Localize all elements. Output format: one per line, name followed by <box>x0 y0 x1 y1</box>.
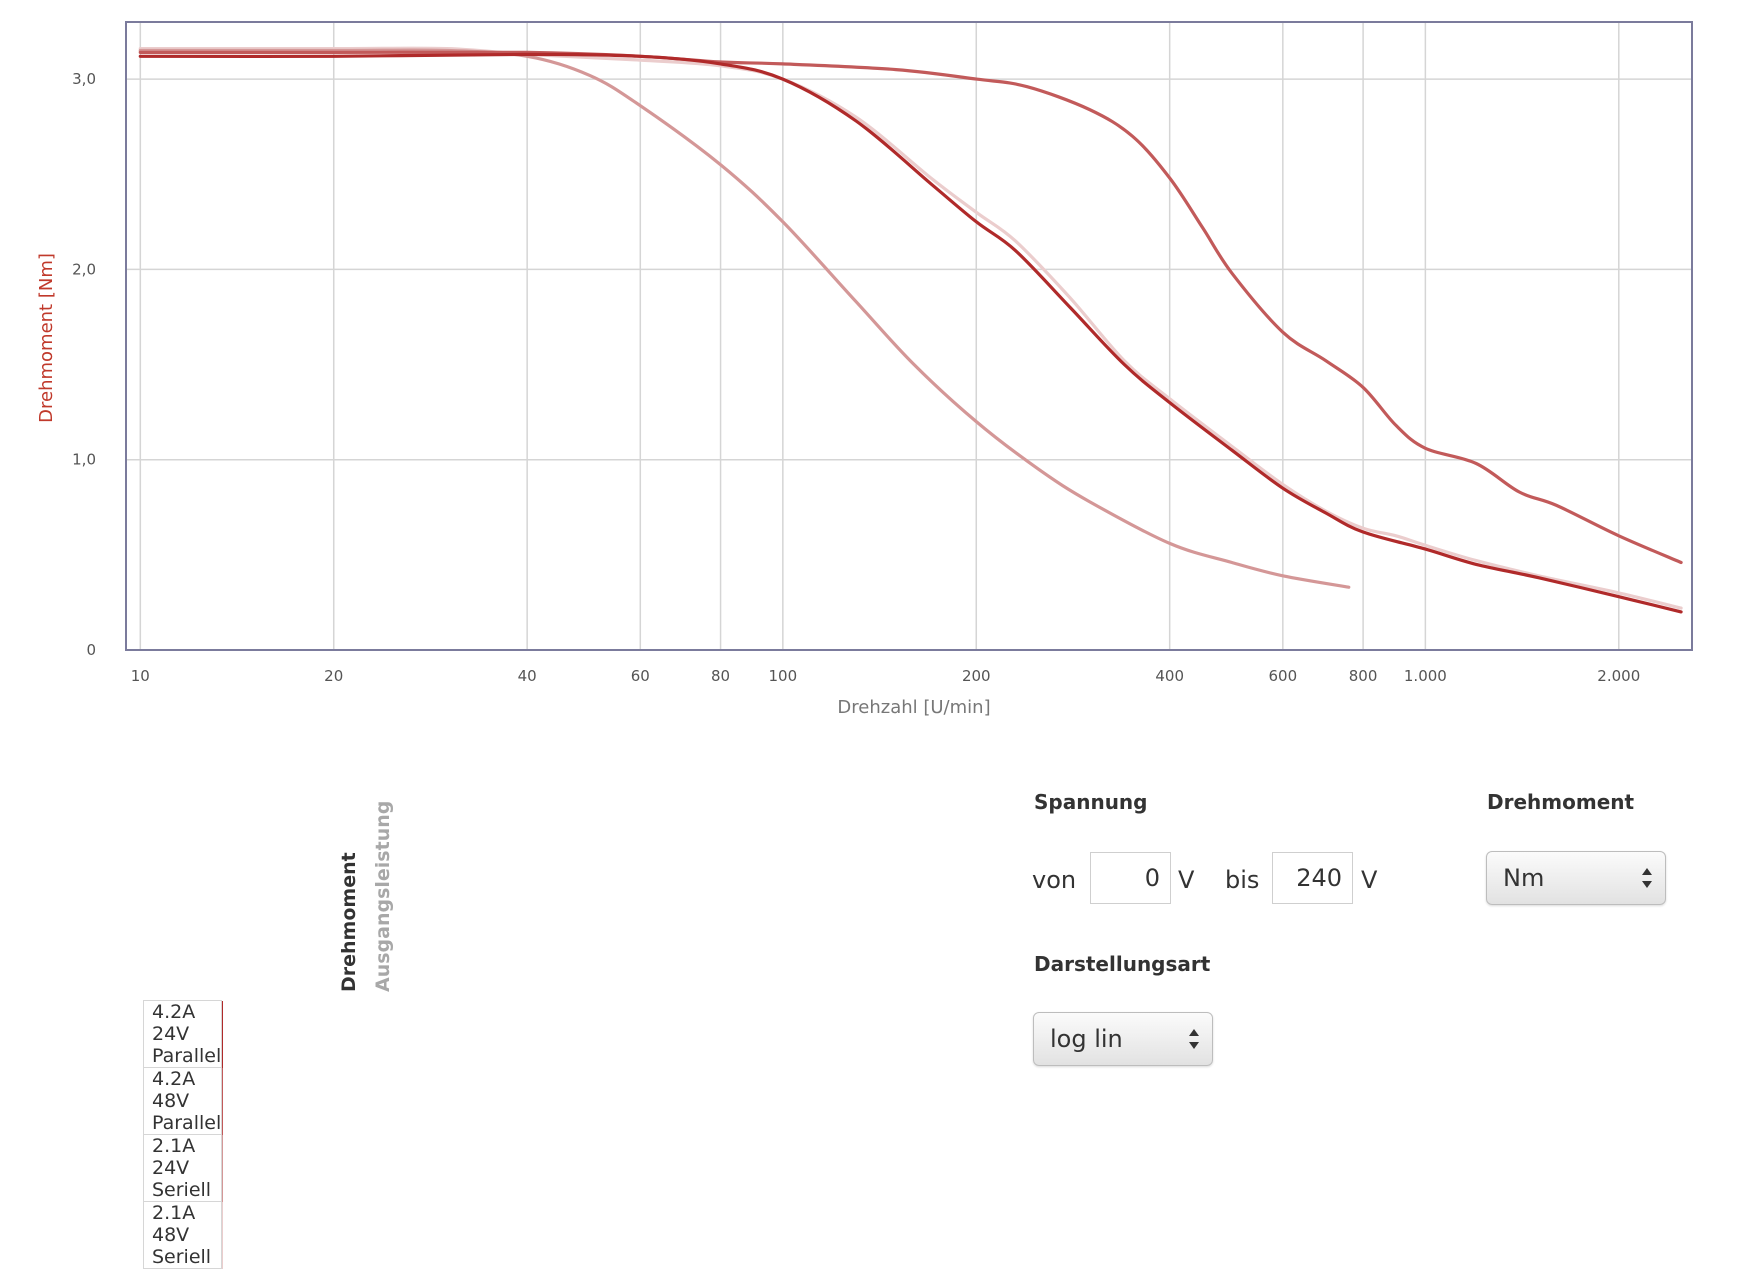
x-tick-label: 800 <box>1349 667 1378 685</box>
x-axis-title: Drehzahl [U/min] <box>837 697 990 718</box>
x-tick-label: 60 <box>631 667 650 685</box>
torque-chart: 10 20 40 60 80 100 200 400 600 800 1.000 2.000 0 1,0… <box>36 21 1693 718</box>
legend-swatch-torque[interactable] <box>221 1201 223 1269</box>
voltage-from-unit: V <box>1178 866 1195 894</box>
display-mode-value: log lin <box>1050 1025 1123 1053</box>
voltage-title: Spannung <box>1034 790 1148 814</box>
series-line <box>138 48 1351 589</box>
voltage-from-input[interactable] <box>1090 852 1171 904</box>
x-tick-label: 400 <box>1155 667 1184 685</box>
select-arrows-icon <box>1642 868 1652 888</box>
y-tick-label: 0 <box>86 641 96 659</box>
legend-header-torque-label: Drehmoment <box>338 852 360 992</box>
x-tick-label: 20 <box>324 667 343 685</box>
legend-table: 4.2A 24V Parallel 4.2A 48V Parallel 2.1A… <box>142 1000 223 1269</box>
display-mode-select[interactable]: log lin <box>1033 1012 1213 1066</box>
chart-series <box>138 46 1683 614</box>
select-arrows-icon <box>1189 1029 1199 1049</box>
display-mode-title: Darstellungsart <box>1034 952 1211 976</box>
y-tick-label: 3,0 <box>72 70 96 88</box>
legend-header-power[interactable]: Ausgangsleistung <box>366 780 400 992</box>
x-tick-label: 2.000 <box>1597 667 1640 685</box>
legend-row[interactable]: 4.2A 24V Parallel <box>142 1000 223 1068</box>
x-tick-label: 10 <box>131 667 150 685</box>
legend-label: 4.2A 48V Parallel <box>142 1067 223 1135</box>
x-tick-label: 80 <box>711 667 730 685</box>
voltage-to-label: bis <box>1225 866 1260 894</box>
torque-unit-select[interactable]: Nm <box>1486 851 1666 905</box>
y-axis-title: Drehmoment [Nm] <box>36 253 57 423</box>
x-tick-label: 100 <box>769 667 798 685</box>
legend-header-torque[interactable]: Drehmoment <box>332 780 366 992</box>
legend-label: 2.1A 48V Seriell <box>142 1201 223 1269</box>
torque-unit-value: Nm <box>1503 864 1545 892</box>
legend-swatch-torque[interactable] <box>221 1000 223 1068</box>
legend-swatch-torque[interactable] <box>221 1067 223 1135</box>
series-line <box>138 46 1683 610</box>
legend-row[interactable]: 2.1A 24V Seriell <box>142 1134 223 1202</box>
voltage-to-input[interactable] <box>1272 852 1353 904</box>
torque-unit-title: Drehmoment <box>1487 790 1635 814</box>
x-tick-label: 40 <box>518 667 537 685</box>
plot-frame <box>125 21 1693 651</box>
legend-label: 2.1A 24V Seriell <box>142 1134 223 1202</box>
x-tick-label: 200 <box>962 667 991 685</box>
y-tick-label: 1,0 <box>72 451 96 469</box>
series-line <box>138 52 1683 614</box>
voltage-from-label: von <box>1032 866 1077 894</box>
series-line <box>138 50 1683 565</box>
legend-header-power-label: Ausgangsleistung <box>372 800 394 992</box>
legend-swatch-torque[interactable] <box>221 1134 223 1202</box>
legend-label: 4.2A 24V Parallel <box>142 1000 223 1068</box>
legend-row[interactable]: 2.1A 48V Seriell <box>142 1201 223 1269</box>
legend-row[interactable]: 4.2A 48V Parallel <box>142 1067 223 1135</box>
voltage-to-unit: V <box>1361 866 1378 894</box>
y-tick-label: 2,0 <box>72 260 96 278</box>
x-axis-ticks: 10 20 40 60 80 100 200 400 600 800 1.000 2.000 <box>131 667 1640 685</box>
x-tick-label: 600 <box>1269 667 1298 685</box>
x-tick-label: 1.000 <box>1404 667 1447 685</box>
y-axis-ticks: 0 1,0 2,0 3,0 <box>72 70 96 659</box>
